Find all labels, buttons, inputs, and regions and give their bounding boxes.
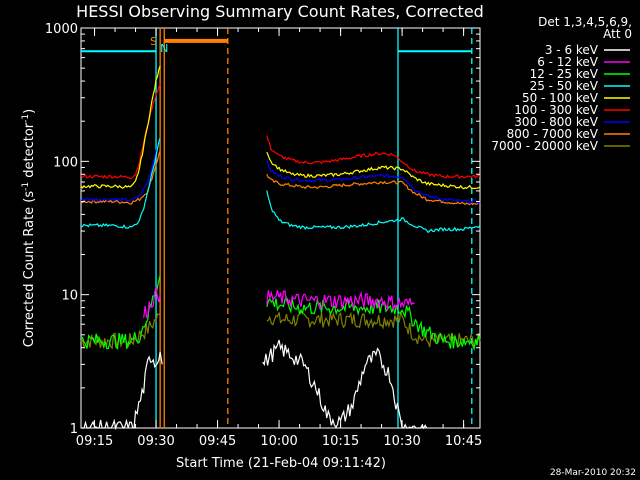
series-line-1-seg-1 [266, 290, 415, 311]
y-axis-label: Corrected Count Rate (s-1 detector-1) [21, 109, 37, 347]
series-line-0-seg-0 [81, 351, 163, 431]
x-tick-label-2: 09:45 [199, 434, 236, 449]
timestamp: 28-Mar-2010 20:32 [550, 468, 636, 478]
legend-label-0: 3 - 6 keV [545, 43, 599, 57]
y-tick-label-0: 1 [70, 422, 78, 437]
flag-markers: SN [81, 28, 473, 428]
series-line-3-seg-0 [80, 137, 161, 229]
series-line-6-seg-0 [80, 137, 161, 203]
chart-title: HESSI Observing Summary Count Rates, Cor… [76, 2, 484, 21]
legend-label-6: 300 - 800 keV [514, 115, 598, 129]
series-line-3-seg-1 [266, 190, 481, 234]
legend-label-1: 6 - 12 keV [537, 55, 599, 69]
x-tick-label-6: 10:45 [445, 434, 482, 449]
y-tick-label-3: 1000 [45, 22, 78, 37]
series-line-0-seg-1 [262, 339, 428, 430]
x-tick-label-4: 10:15 [322, 434, 359, 449]
legend-label-4: 50 - 100 keV [522, 91, 599, 105]
series-line-6-seg-1 [266, 159, 481, 204]
legend-label-8: 7000 - 20000 keV [491, 139, 598, 153]
series-line-4-seg-0 [80, 65, 161, 189]
x-tick-label-1: 09:30 [137, 434, 174, 449]
series-line-1-seg-0 [143, 286, 161, 319]
axis-frame [80, 27, 481, 429]
legend-label-3: 25 - 50 keV [530, 79, 599, 93]
plot-frame [80, 27, 481, 429]
x-tick-label-0: 09:15 [76, 434, 113, 449]
legend-label-2: 12 - 25 keV [530, 67, 599, 81]
y-tick-label-1: 10 [61, 289, 78, 304]
series-line-4-seg-1 [266, 151, 481, 190]
x-axis-label: Start Time (21-Feb-04 09:11:42) [176, 456, 386, 471]
series-line-7-seg-1 [266, 174, 481, 206]
series-line-5-seg-0 [80, 83, 161, 179]
legend-label-5: 100 - 300 keV [514, 103, 598, 117]
y-tick-label-2: 100 [53, 155, 78, 170]
legend-header-line1: Det 1,3,4,5,6,9, [538, 15, 632, 29]
legend-label-7: 800 - 7000 keV [507, 127, 599, 141]
x-tick-label-3: 10:00 [260, 434, 297, 449]
x-tick-label-5: 10:30 [383, 434, 420, 449]
axis-ticks: 1 10 100 1000 09:15 09:30 09:45 10:00 10:15 10:30… [45, 22, 482, 449]
series-line-2-seg-0 [80, 275, 161, 350]
night-label: N [160, 42, 168, 55]
series-line-5-seg-1 [266, 135, 481, 179]
series-line-2-seg-1 [266, 296, 481, 352]
saa-label: S [150, 35, 157, 48]
series-lines [80, 65, 481, 431]
legend-header-line2: Att 0 [603, 27, 632, 41]
